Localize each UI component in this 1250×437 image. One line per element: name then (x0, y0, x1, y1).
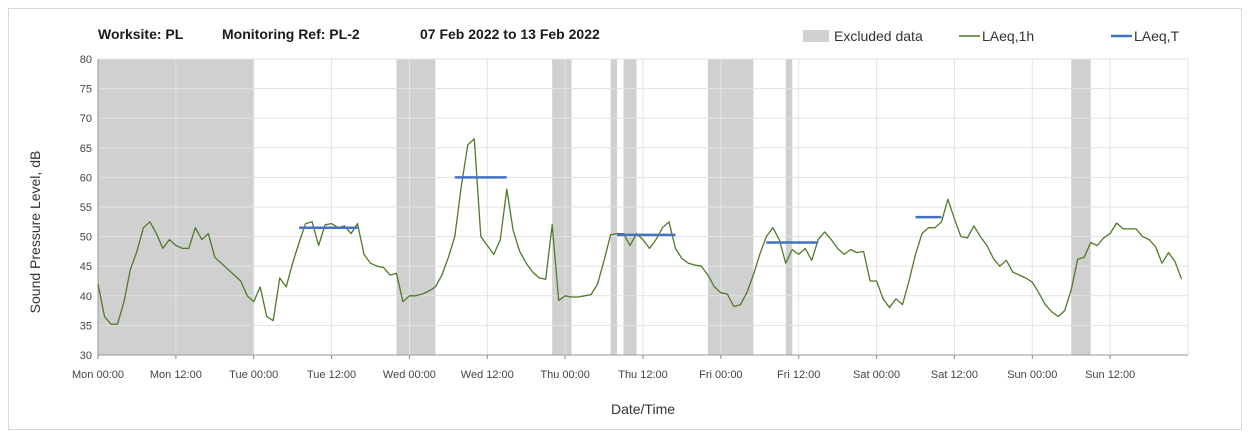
x-tick-labels: Mon 00:00 Mon 12:00 Tue 00:00 Tue 12:00 Wed … (72, 369, 1135, 381)
x-tick-label-10: Sat 00:00 (853, 369, 900, 381)
y-tick-label-8: 70 (80, 113, 92, 125)
x-tick-label-11: Sat 12:00 (931, 369, 978, 381)
x-tick-label-7: Thu 12:00 (618, 369, 668, 381)
x-tick-label-6: Thu 00:00 (540, 369, 590, 381)
x-tick-label-5: Wed 12:00 (461, 369, 514, 381)
series-laeq1h-line (97, 138, 1183, 325)
y-tick-label-2: 40 (80, 291, 92, 303)
y-tick-label-4: 50 (80, 232, 92, 244)
x-tick-label-1: Mon 12:00 (150, 369, 202, 381)
y-axis-label: Sound Pressure Level, dB (27, 151, 43, 314)
x-tick-label-8: Fri 00:00 (699, 369, 742, 381)
y-tick-labels: 30 35 40 45 50 55 60 65 70 75 80 (80, 54, 92, 362)
x-tick-label-0: Mon 00:00 (72, 369, 124, 381)
y-tick-label-7: 65 (80, 143, 92, 155)
chart-title-date-range: 07 Feb 2022 to 13 Feb 2022 (420, 26, 600, 42)
x-tick-label-4: Wed 00:00 (383, 369, 436, 381)
chart-title-worksite: Worksite: PL (98, 26, 184, 42)
y-tick-label-10: 80 (80, 54, 92, 66)
legend-excluded-label: Excluded data (834, 28, 923, 44)
y-tick-label-6: 60 (80, 172, 92, 184)
y-tick-label-1: 35 (80, 320, 92, 332)
y-tick-label-0: 30 (80, 350, 92, 362)
x-tick-label-13: Sun 12:00 (1085, 369, 1135, 381)
legend-excluded-swatch (803, 30, 829, 42)
legend-laeqt-label: LAeq,T (1134, 28, 1180, 44)
x-tick-label-2: Tue 00:00 (229, 369, 278, 381)
axes (97, 59, 1188, 359)
chart-title-monitoring-ref: Monitoring Ref: PL-2 (222, 26, 360, 42)
y-tick-label-5: 55 (80, 202, 92, 214)
x-tick-label-3: Tue 12:00 (307, 369, 356, 381)
y-tick-label-9: 75 (80, 84, 92, 96)
grid-lines (97, 58, 1189, 356)
series-group (97, 138, 1183, 325)
x-axis-label: Date/Time (611, 401, 675, 417)
legend-laeq1h-label: LAeq,1h (982, 28, 1034, 44)
y-tick-label-3: 45 (80, 261, 92, 273)
x-tick-label-12: Sun 00:00 (1007, 369, 1057, 381)
x-tick-label-9: Fri 12:00 (777, 369, 820, 381)
